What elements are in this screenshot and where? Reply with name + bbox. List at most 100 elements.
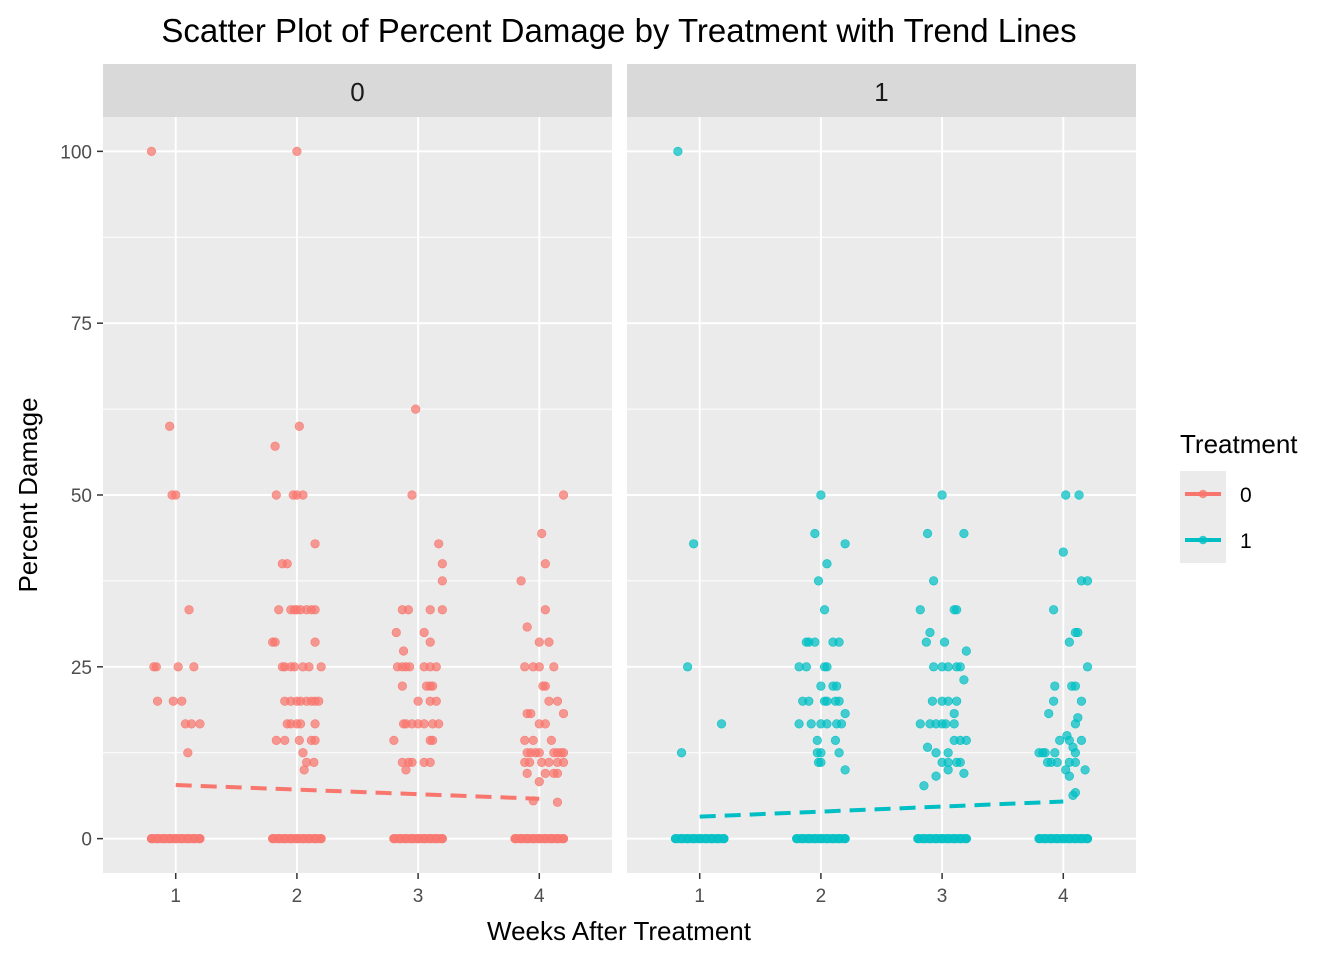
data-point: [819, 605, 830, 615]
data-point: [411, 404, 421, 414]
data-point: [1048, 605, 1059, 615]
legend-entry-label: 1: [1240, 530, 1252, 553]
data-point: [407, 757, 417, 767]
data-point: [1068, 790, 1078, 800]
data-point: [1064, 771, 1074, 781]
data-point: [292, 146, 302, 156]
x-tick-label: 3: [937, 886, 948, 907]
data-point: [316, 662, 326, 672]
x-tick-label: 1: [170, 886, 181, 907]
data-point: [929, 576, 939, 586]
data-point: [1070, 681, 1081, 691]
data-point: [280, 735, 290, 745]
data-point: [534, 748, 544, 758]
data-point: [270, 441, 280, 451]
data-point: [552, 696, 563, 706]
data-point: [943, 696, 953, 706]
data-point: [522, 768, 532, 778]
data-point: [1073, 627, 1083, 638]
data-point: [546, 735, 557, 745]
y-axis-title: Percent Damage: [13, 397, 43, 592]
data-point: [298, 748, 308, 758]
legend-key-point: [1198, 489, 1208, 499]
data-point: [271, 735, 281, 745]
data-point: [299, 765, 309, 775]
data-point: [927, 696, 938, 706]
data-point: [298, 490, 308, 500]
data-point: [437, 576, 447, 586]
data-point: [398, 646, 409, 656]
data-point: [534, 776, 544, 787]
data-point: [682, 662, 693, 672]
data-point: [812, 735, 822, 745]
data-point: [931, 771, 941, 781]
data-point: [294, 735, 304, 745]
data-point: [1062, 730, 1072, 741]
data-point: [941, 719, 951, 729]
data-point: [516, 576, 526, 586]
data-point: [915, 719, 925, 729]
data-point: [314, 696, 324, 706]
data-point: [552, 768, 563, 778]
data-point: [816, 757, 826, 767]
data-point: [961, 646, 971, 656]
data-point: [952, 605, 962, 615]
data-point: [310, 605, 320, 615]
y-tick-label: 100: [60, 142, 92, 163]
data-point: [310, 735, 320, 745]
data-point: [310, 719, 320, 729]
data-point: [830, 735, 841, 745]
y-tick-label: 75: [71, 314, 92, 335]
data-point: [1058, 547, 1068, 557]
data-point: [558, 748, 569, 758]
data-point: [922, 742, 933, 752]
data-point: [915, 605, 925, 615]
data-point: [959, 675, 969, 685]
x-tick-label: 2: [816, 886, 827, 907]
facet-strip: [103, 64, 612, 117]
data-point: [832, 681, 842, 691]
x-tick-label: 2: [292, 886, 303, 907]
data-point: [922, 528, 933, 539]
data-point: [1055, 735, 1065, 745]
data-point: [528, 735, 538, 745]
data-point: [431, 696, 441, 706]
data-point: [558, 708, 569, 719]
chart-title: Scatter Plot of Percent Damage by Treatm…: [161, 12, 1076, 49]
data-point: [676, 748, 687, 758]
data-point: [184, 605, 194, 615]
data-point: [428, 735, 438, 745]
data-point: [540, 681, 550, 691]
data-point: [397, 681, 407, 691]
data-point: [1050, 748, 1060, 758]
x-tick-label: 3: [413, 886, 424, 907]
facet-panels: 0 1 2 3 4 1 1 2 3 4: [103, 64, 1136, 907]
legend-title: Treatment: [1180, 429, 1298, 459]
data-point: [405, 662, 415, 672]
data-point: [309, 757, 319, 767]
data-point: [520, 735, 530, 745]
data-point: [534, 637, 544, 647]
data-point: [295, 719, 306, 729]
data-point: [540, 719, 550, 729]
data-point: [822, 559, 832, 569]
legend-entry-label: 0: [1240, 484, 1252, 507]
data-point: [1082, 576, 1093, 586]
data-point: [274, 605, 284, 615]
facet-panel-1: 1 1 2 3 4: [627, 64, 1136, 907]
data-point: [434, 719, 444, 729]
data-point: [540, 605, 550, 615]
trend-line-treatment-1: [699, 799, 1064, 819]
data-point: [804, 696, 814, 706]
data-point: [425, 757, 435, 767]
data-point: [834, 696, 844, 706]
data-point: [955, 662, 965, 672]
y-tick-label: 25: [71, 658, 92, 679]
data-point: [716, 719, 727, 729]
data-point: [955, 757, 965, 767]
data-point: [282, 559, 292, 569]
y-axis: 0 25 50 75 100: [60, 142, 103, 851]
data-point: [1070, 719, 1081, 729]
data-point: [822, 696, 832, 706]
